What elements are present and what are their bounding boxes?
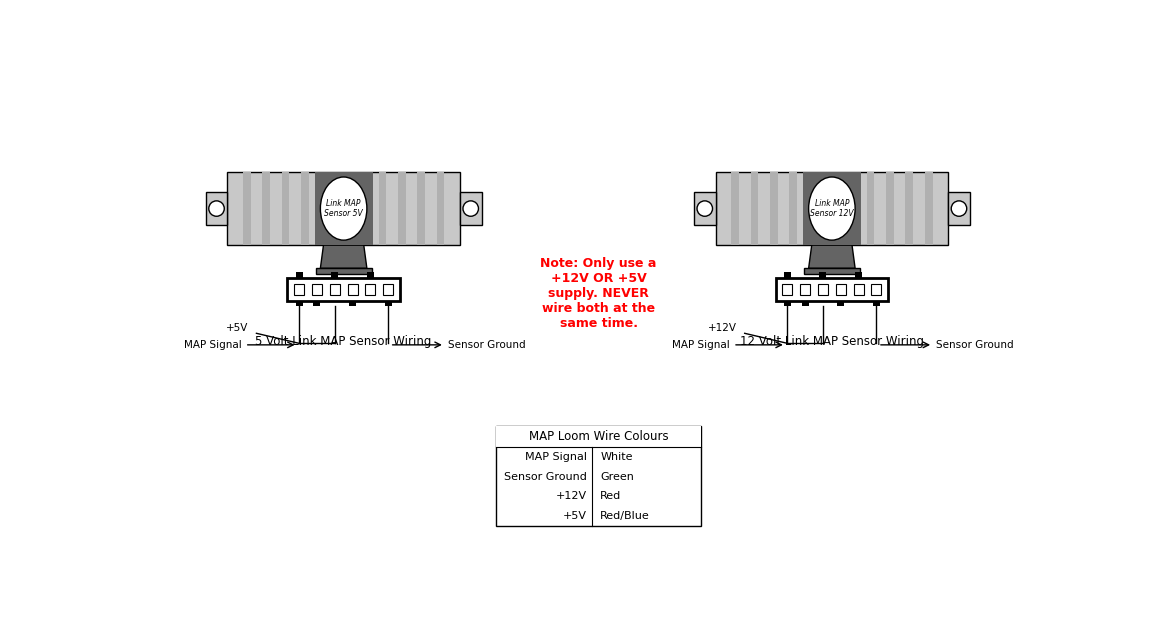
- Bar: [801, 301, 808, 306]
- Bar: [228, 172, 460, 245]
- Bar: [820, 273, 827, 278]
- Text: MAP Loom Wire Colours: MAP Loom Wire Colours: [529, 430, 668, 443]
- Bar: [281, 172, 290, 245]
- Circle shape: [209, 201, 224, 216]
- Bar: [384, 301, 391, 306]
- Text: MAP Signal: MAP Signal: [524, 452, 588, 462]
- Bar: [867, 172, 875, 245]
- Text: Red/Blue: Red/Blue: [600, 511, 649, 521]
- Bar: [417, 172, 425, 245]
- Bar: [313, 301, 320, 306]
- Text: +12V: +12V: [556, 491, 588, 501]
- Text: Note: Only use a
+12V OR +5V
supply. NEVER
wire both at the
same time.: Note: Only use a +12V OR +5V supply. NEV…: [541, 257, 656, 330]
- Bar: [312, 284, 322, 295]
- Bar: [348, 284, 357, 295]
- Circle shape: [951, 201, 967, 216]
- Polygon shape: [808, 245, 855, 268]
- Bar: [349, 301, 356, 306]
- Text: 12 Volt Link MAP Sensor Wiring: 12 Volt Link MAP Sensor Wiring: [739, 335, 924, 347]
- Bar: [871, 284, 882, 295]
- Bar: [694, 192, 716, 225]
- Bar: [314, 172, 373, 245]
- Bar: [818, 284, 828, 295]
- Text: Sensor Ground: Sensor Ground: [936, 340, 1014, 350]
- Bar: [496, 426, 701, 526]
- Bar: [790, 172, 797, 245]
- Bar: [925, 172, 932, 245]
- Bar: [206, 192, 228, 225]
- Bar: [802, 172, 861, 245]
- Bar: [948, 192, 969, 225]
- Bar: [301, 172, 308, 245]
- Bar: [383, 284, 394, 295]
- Bar: [784, 301, 791, 306]
- Bar: [263, 172, 270, 245]
- Text: Red: Red: [600, 491, 621, 501]
- Bar: [437, 172, 444, 245]
- Bar: [770, 172, 778, 245]
- Bar: [872, 301, 880, 306]
- Bar: [854, 284, 863, 295]
- Bar: [243, 172, 251, 245]
- Bar: [776, 278, 888, 301]
- Bar: [367, 273, 374, 278]
- Bar: [398, 172, 405, 245]
- Bar: [731, 172, 739, 245]
- Text: +12V: +12V: [708, 323, 737, 333]
- Bar: [855, 273, 862, 278]
- Bar: [496, 426, 701, 447]
- Bar: [329, 284, 340, 295]
- Bar: [378, 172, 387, 245]
- Bar: [716, 172, 948, 245]
- Bar: [887, 172, 894, 245]
- Bar: [366, 284, 375, 295]
- Bar: [804, 268, 860, 274]
- Bar: [905, 172, 913, 245]
- Text: Sensor Ground: Sensor Ground: [447, 340, 526, 350]
- Bar: [837, 301, 844, 306]
- Bar: [287, 278, 399, 301]
- Bar: [460, 192, 481, 225]
- Text: Link MAP
Sensor 12V: Link MAP Sensor 12V: [811, 199, 854, 219]
- Text: Sensor Ground: Sensor Ground: [505, 472, 588, 482]
- Text: Green: Green: [600, 472, 634, 482]
- Bar: [332, 273, 339, 278]
- Text: MAP Signal: MAP Signal: [185, 340, 242, 350]
- Text: +5V: +5V: [227, 323, 249, 333]
- Text: MAP Signal: MAP Signal: [673, 340, 730, 350]
- Circle shape: [463, 201, 479, 216]
- Bar: [294, 284, 304, 295]
- Circle shape: [697, 201, 712, 216]
- Bar: [751, 172, 758, 245]
- Ellipse shape: [320, 177, 367, 240]
- Text: 5 Volt Link MAP Sensor Wiring: 5 Volt Link MAP Sensor Wiring: [256, 335, 432, 347]
- Text: +5V: +5V: [563, 511, 588, 521]
- Bar: [783, 284, 792, 295]
- Text: Link MAP
Sensor 5V: Link MAP Sensor 5V: [325, 199, 363, 219]
- Bar: [315, 268, 371, 274]
- Polygon shape: [320, 245, 367, 268]
- Ellipse shape: [808, 177, 855, 240]
- Bar: [800, 284, 811, 295]
- Text: White: White: [600, 452, 633, 462]
- Bar: [296, 273, 303, 278]
- Bar: [296, 301, 303, 306]
- Bar: [836, 284, 846, 295]
- Bar: [784, 273, 791, 278]
